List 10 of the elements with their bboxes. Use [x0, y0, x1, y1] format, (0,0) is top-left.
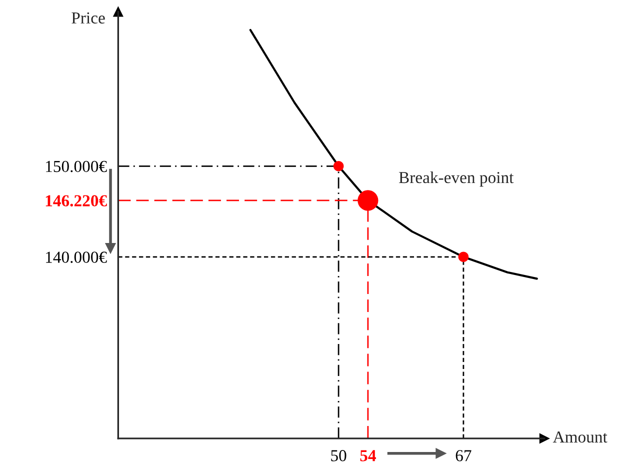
- x-axis-title: Amount: [552, 431, 608, 443]
- x-tick-label: 50: [331, 450, 346, 462]
- annotation: Break-even point: [398, 171, 514, 187]
- y-tick-label: 150.000€: [46, 160, 107, 172]
- x-tick-label: 67: [456, 450, 472, 462]
- y-tick-label: 146.220€: [46, 195, 107, 206]
- line-series: [249, 28, 538, 280]
- y-tick-label: 140.000€: [46, 252, 107, 263]
- y-axis-title: Price: [72, 12, 105, 24]
- x-tick-label: 54: [360, 450, 376, 462]
